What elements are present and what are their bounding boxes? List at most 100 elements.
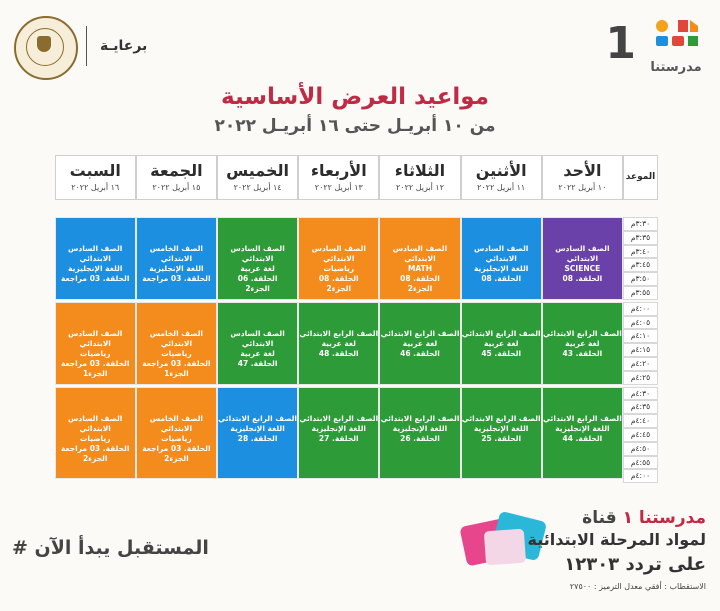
program-line: الحلقة. 25 <box>481 433 522 443</box>
program-line: الصف الرابع الابتدائي <box>461 328 541 338</box>
day-date: ١٦ أبريل ٢٠٢٢ <box>71 183 120 192</box>
logo-text: مدرستنا <box>650 60 702 75</box>
program-block: الصف الرابع الابتدائي لغة عربية الحلقة. 45 <box>460 301 542 385</box>
program-line: الجزء1 <box>164 368 189 378</box>
program-line: الحلقة. 45 <box>481 348 522 358</box>
time-column-header: الموعد <box>623 155 658 200</box>
program-line: الحلقة. 26 <box>400 433 440 443</box>
program-line: اللغة الإنجليزية <box>149 264 204 273</box>
time-slot: ٣:٤٠م <box>623 244 658 259</box>
day-date: ١١ أبريل ٢٠٢٢ <box>477 183 526 192</box>
page-title: مواعيد العرض الأساسية <box>221 84 489 110</box>
schedule-table: الموعد الأحد ١٠ أبريل ٢٠٢٢ الأثنين ١١ أبريل … <box>54 155 658 495</box>
program-line: رياضيات <box>161 433 192 443</box>
program-line: الصف الرابع الابتدائي <box>542 413 622 423</box>
day-name: الأثنين <box>475 161 527 180</box>
time-slot: ٤:٠٠م <box>623 301 658 316</box>
time-slot: ٣:٤٥م <box>623 258 658 273</box>
program-block: الصف الرابع الابتدائي اللغة الإنجليزية الح… <box>379 386 461 480</box>
day-header: الأثنين ١١ أبريل ٢٠٢٢ <box>460 155 542 200</box>
program-block: الصف الرابع الابتدائي لغة عربية الحلقة. 46 <box>379 301 461 385</box>
program-block: الصف السادس الابتدائي اللغة الإنجليزية الح… <box>460 217 542 300</box>
program-block: الصف السادس الابتدائي لغة عربية الحلقة. 06… <box>217 217 299 300</box>
program-line: الصف السادس الابتدائي <box>311 244 366 263</box>
program-line: الحلقة. 44 <box>562 433 603 443</box>
time-slot: ٤:١٥م <box>623 343 658 357</box>
program-line: الصف الرابع الابتدائي <box>380 328 460 338</box>
program-line: الجزء2 <box>82 453 108 463</box>
program-line: الصف الرابع الابتدائي <box>299 413 379 423</box>
program-block: الصف الخامس الابتدائي اللغة الإنجليزية الح… <box>135 217 217 300</box>
time-slot: ٤:٢٥م <box>623 370 658 385</box>
program-line: اللغة الإنجليزية <box>311 423 366 433</box>
program-line: الصف الرابع الابتدائي <box>461 413 541 423</box>
time-slot: ٤:٠٠م <box>623 469 658 484</box>
program-line: الصف الرابع الابتدائي <box>542 328 622 338</box>
program-line: الحلقة. 03 مراجعة <box>61 443 130 453</box>
day-header: الجمعة ١٥ أبريل ٢٠٢٢ <box>135 155 217 200</box>
program-line: الحلقة. 08 <box>562 274 603 283</box>
program-line: الجزء2 <box>164 453 189 463</box>
program-line: الحلقة. 03 مراجعة <box>61 274 130 283</box>
channel-name-line: مدرستنا ١ قناة <box>582 508 706 528</box>
program-line: الصف الخامس الابتدائي <box>149 244 203 263</box>
ministry-seal-icon <box>14 16 78 80</box>
program-line: الصف الرابع الابتدائي <box>218 413 298 423</box>
time-slot: ٣:٣٥م <box>623 230 658 245</box>
channel-prefix: قناة <box>582 508 617 528</box>
program-line: الحلقة. 03 مراجعة <box>142 443 211 453</box>
time-slot: ٤:٢٠م <box>623 357 658 371</box>
program-line: الصف السادس الابتدائي <box>68 413 123 433</box>
program-block: الصف الرابع الابتدائي لغة عربية الحلقة. 43 <box>541 301 623 385</box>
day-header: الأربعاء ١٣ أبريل ٢٠٢٢ <box>298 155 380 200</box>
program-line: لغة عربية <box>483 338 519 348</box>
program-line: اللغة الإنجليزية <box>230 423 285 433</box>
program-line: الحلقة. 43 <box>562 348 603 358</box>
program-block: الصف الرابع الابتدائي اللغة الإنجليزية الح… <box>541 386 623 480</box>
day-name: الأربعاء <box>310 161 367 180</box>
program-line: اللغة الإنجليزية <box>555 423 610 433</box>
channel-description: لمواد المرحلة الابتدائية <box>527 530 706 549</box>
reception-info: الاستقطاب : أفقي معدل الترميز : ٢٧٥٠٠ <box>569 582 706 591</box>
day-header: السبت ١٦ أبريل ٢٠٢٢ <box>54 155 136 200</box>
program-line: الصف السادس الابتدائي <box>474 244 529 263</box>
program-line: اللغة الإنجليزية <box>474 264 529 273</box>
program-line: الصف الخامس الابتدائي <box>149 413 203 433</box>
program-line: الصف السادس الابتدائي <box>68 328 123 348</box>
time-slot: ٤:٤٠م <box>623 414 658 428</box>
day-header: الخميس ١٤ أبريل ٢٠٢٢ <box>217 155 299 200</box>
program-block: الصف السادس الابتدائي رياضيات الحلقة. 08 ال… <box>298 217 380 300</box>
program-line: الحلقة. 47 <box>237 358 278 368</box>
program-block: الصف الرابع الابتدائي اللغة الإنجليزية الح… <box>217 386 299 480</box>
program-block: الصف الرابع الابتدائي اللغة الإنجليزية الح… <box>298 386 380 480</box>
day-date: ١٢ أبريل ٢٠٢٢ <box>395 183 444 192</box>
program-line: SCIENCE <box>564 264 601 273</box>
day-date: ١٣ أبريل ٢٠٢٢ <box>314 183 363 192</box>
program-line: MATH <box>407 264 433 273</box>
program-line: الحلقة. 08 <box>318 274 359 283</box>
program-line: الحلقة. 48 <box>318 348 359 358</box>
day-date: ١٥ أبريل ٢٠٢٢ <box>152 183 201 192</box>
program-line: الحلقة. 03 مراجعة <box>61 358 130 368</box>
program-line: رياضيات <box>79 348 111 358</box>
day-header: الثلاثاء ١٢ أبريل ٢٠٢٢ <box>379 155 461 200</box>
day-date: ١٠ أبريل ٢٠٢٢ <box>558 183 607 192</box>
program-block: الصف السادس الابتدائي MATH الحلقة. 08 الجزء… <box>379 217 461 300</box>
program-block: الصف الرابع الابتدائي اللغة الإنجليزية الح… <box>460 386 542 480</box>
time-header-label: الموعد <box>625 172 656 182</box>
program-block: الصف السادس الابتدائي رياضيات الحلقة. 03 م… <box>54 386 136 480</box>
time-slot: ٤:٤٥م <box>623 428 658 442</box>
program-block: الصف السادس الابتدائي SCIENCE الحلقة. 08 <box>541 217 623 300</box>
channel-number: 1 <box>605 18 636 69</box>
time-slot: ٣:٣٠م <box>623 217 658 231</box>
time-slot: ٤:٥٠م <box>623 441 658 456</box>
channel-name: مدرستنا ١ <box>622 508 706 528</box>
program-line: الحلقة. 03 مراجعة <box>142 358 211 368</box>
program-line: الصف السادس الابتدائي <box>555 244 610 263</box>
program-line: لغة عربية <box>402 338 438 348</box>
program-line: رياضيات <box>161 348 192 358</box>
program-line: لغة عربية <box>240 264 275 273</box>
time-slot: ٤:٥٥م <box>623 455 658 470</box>
program-line: الصف السادس الابتدائي <box>68 244 123 263</box>
